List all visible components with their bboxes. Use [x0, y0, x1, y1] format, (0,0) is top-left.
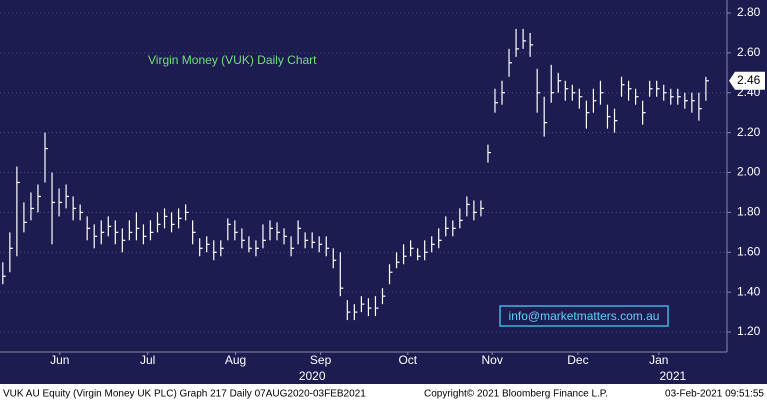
- x-tick-label: Oct: [398, 353, 417, 367]
- footer-left: VUK AU Equity (Virgin Money UK PLC) Grap…: [3, 389, 366, 400]
- footer-center: Copyright© 2021 Bloomberg Finance L.P.: [424, 389, 608, 400]
- y-tick-label: 1.80: [737, 205, 761, 219]
- year-label: 2021: [660, 369, 687, 383]
- y-tick-label: 2.60: [737, 45, 761, 59]
- y-tick-label: 1.40: [737, 284, 761, 298]
- y-tick-label: 2.20: [737, 125, 761, 139]
- footer-background: [0, 384, 767, 402]
- x-tick-label: Jan: [649, 353, 668, 367]
- watermark: info@marketmatters.com.au: [509, 309, 660, 323]
- x-tick-label: Jun: [50, 353, 69, 367]
- x-tick-label: Nov: [481, 353, 502, 367]
- chart-title: Virgin Money (VUK) Daily Chart: [148, 53, 317, 67]
- x-tick-label: Sep: [310, 353, 332, 367]
- x-tick-label: Aug: [225, 353, 246, 367]
- footer-right: 03-Feb-2021 09:51:55: [665, 389, 764, 400]
- last-price-box: [729, 71, 765, 90]
- y-tick-label: 2.80: [737, 5, 761, 19]
- x-tick-label: Dec: [567, 353, 588, 367]
- y-tick-label: 1.20: [737, 324, 761, 338]
- year-label: 2020: [299, 369, 326, 383]
- y-tick-label: 2.00: [737, 165, 761, 179]
- x-tick-label: Jul: [140, 353, 155, 367]
- y-tick-label: 1.60: [737, 244, 761, 258]
- watermark-box: [499, 305, 669, 327]
- last-price-label: 2.46: [737, 73, 761, 87]
